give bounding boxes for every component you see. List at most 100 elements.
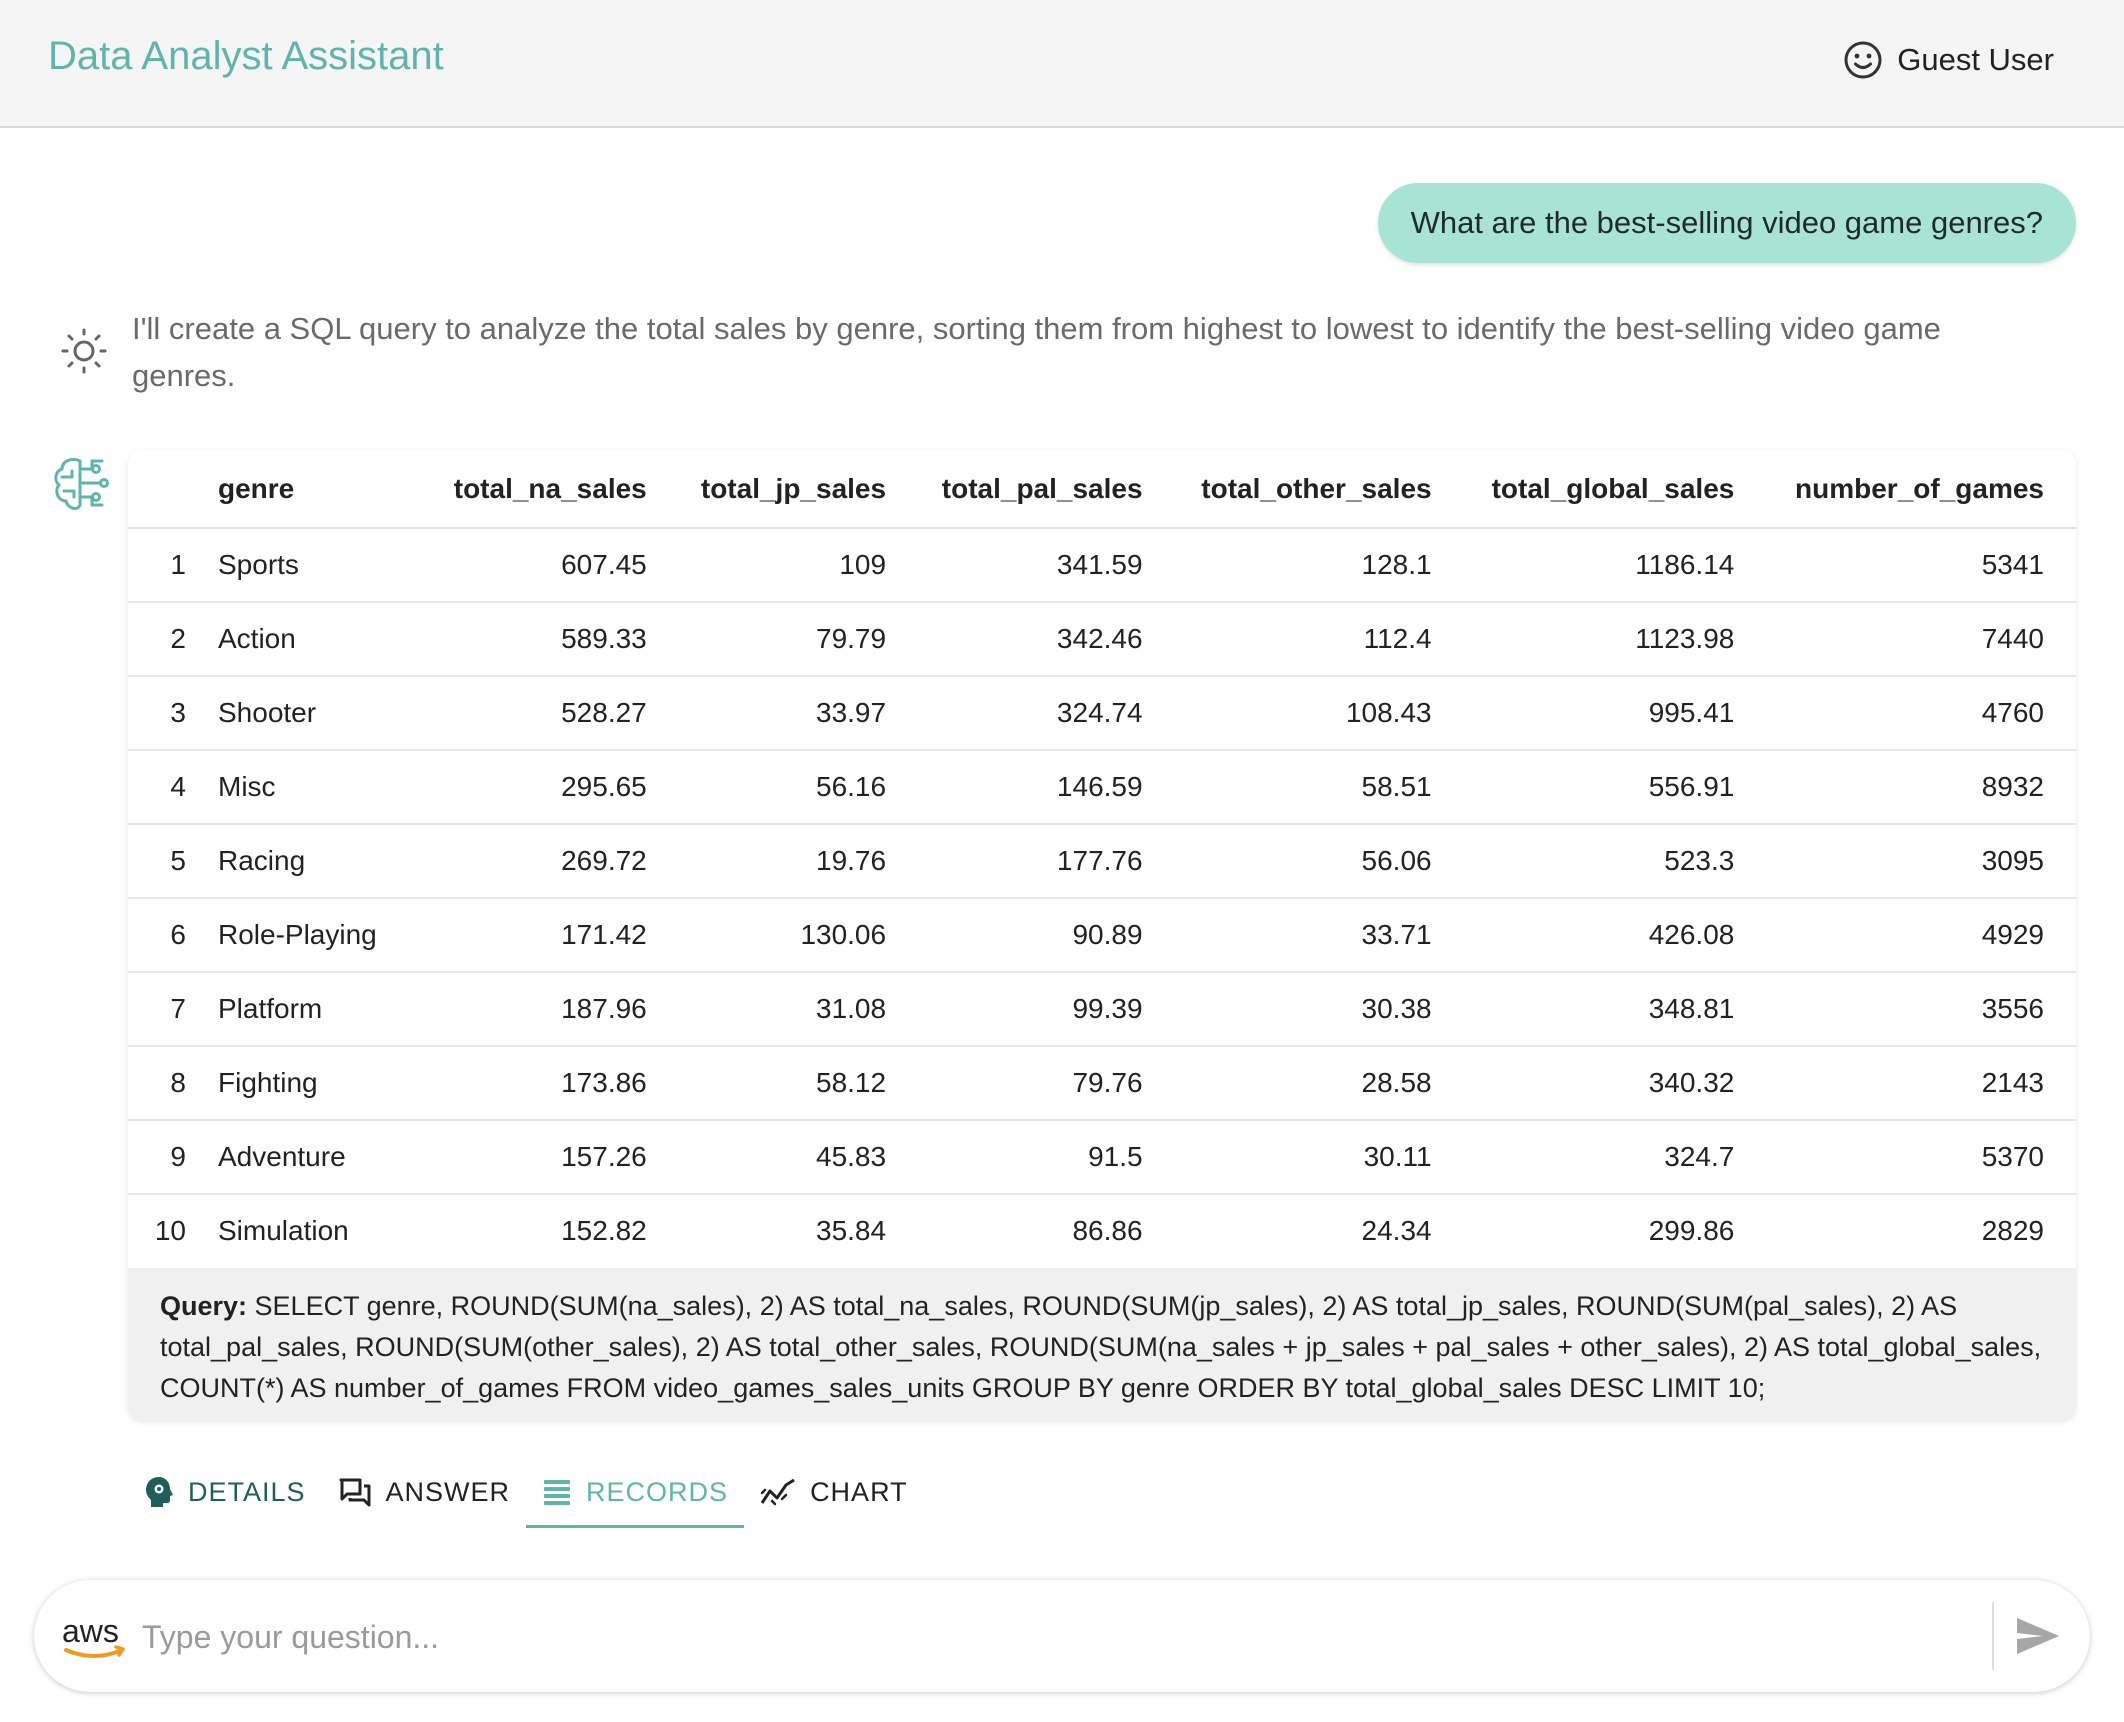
cell-number-of-games: 7440	[1766, 602, 2076, 677]
records-card: genre total_na_sales total_jp_sales tota…	[128, 450, 2076, 1420]
row-index: 3	[128, 676, 192, 751]
cell-total-other-sales: 24.34	[1361, 1215, 1432, 1246]
row-index: 8	[128, 1046, 192, 1121]
send-icon	[2017, 1618, 2059, 1654]
tab-records[interactable]: RECORDS	[526, 1460, 745, 1528]
question-input[interactable]	[140, 1606, 2004, 1668]
cell-genre: Fighting	[192, 1046, 431, 1121]
tab-chart[interactable]: CHART	[744, 1460, 924, 1524]
cell-genre: Sports	[192, 528, 431, 603]
cell-total-global-sales: 324.7	[1463, 1120, 1767, 1195]
column-header-total-jp-sales[interactable]: total_jp_sales	[678, 450, 919, 529]
cell-number-of-games: 4760	[1766, 676, 2076, 751]
cell-total-pal-sales: 91.5	[918, 1120, 1175, 1195]
cell-total-global-sales: 426.08	[1463, 898, 1767, 973]
send-button[interactable]	[2010, 1610, 2066, 1662]
app-title: Data Analyst Assistant	[48, 34, 444, 78]
tab-answer-label: ANSWER	[385, 1476, 511, 1507]
cell-total-global-sales: 995.41	[1463, 676, 1767, 751]
cell-total-na-sales: 295.65	[430, 750, 679, 825]
line-chart-icon	[760, 1478, 795, 1506]
column-header-total-pal-sales[interactable]: total_pal_sales	[918, 450, 1175, 529]
cell-total-jp-sales: 58.12	[678, 1046, 919, 1121]
row-index: 1	[128, 528, 192, 603]
row-index: 4	[128, 750, 192, 825]
tab-records-label: RECORDS	[586, 1476, 729, 1507]
cell-total-pal-sales: 99.39	[918, 972, 1175, 1047]
cell-total-jp-sales: 130.06	[678, 898, 919, 973]
table-row: 2 Action 589.33 79.79 342.46 112.4 1123.…	[128, 602, 2076, 677]
user-name: Guest User	[1897, 42, 2054, 77]
table-row: 8 Fighting 173.86 58.12 79.76 28.58 340.…	[128, 1046, 2076, 1121]
column-header-total-na-sales[interactable]: total_na_sales	[430, 450, 679, 529]
cell-total-na-sales: 157.26	[430, 1120, 679, 1195]
input-divider	[1992, 1602, 1994, 1670]
column-header-total-global-sales[interactable]: total_global_sales	[1463, 450, 1767, 529]
tab-details[interactable]: DETAILS	[128, 1460, 322, 1524]
row-index: 5	[128, 824, 192, 899]
cell-number-of-games: 8932	[1766, 750, 2076, 825]
row-index: 6	[128, 898, 192, 973]
cell-total-na-sales: 269.72	[430, 824, 679, 899]
cell-total-na-sales: 528.27	[430, 676, 679, 751]
table-row: 5 Racing 269.72 19.76 177.76 56.06 523.3…	[128, 824, 2076, 899]
column-header-genre[interactable]: genre	[192, 450, 431, 529]
records-table: genre total_na_sales total_jp_sales tota…	[128, 450, 2076, 1267]
tab-answer[interactable]: ANSWER	[322, 1460, 527, 1524]
cell-total-global-sales: 1123.98	[1463, 602, 1767, 677]
cell-genre: Misc	[192, 750, 431, 825]
cell-total-global-sales: 1186.14	[1463, 528, 1767, 603]
cell-number-of-games: 2829	[1981, 1215, 2044, 1246]
cell-total-pal-sales: 86.86	[1072, 1215, 1143, 1246]
cell-total-other-sales: 112.4	[1174, 602, 1464, 677]
sun-icon	[61, 328, 107, 374]
cell-total-other-sales: 58.51	[1174, 750, 1464, 825]
chat-bubbles-icon	[339, 1478, 371, 1507]
table-row: 10 Simulation 152.82 35.84 86.86 24.34 2…	[128, 1194, 2076, 1267]
cell-total-pal-sales: 341.59	[918, 528, 1175, 603]
table-row: 1 Sports 607.45 109 341.59 128.1 1186.14…	[128, 528, 2076, 603]
cell-total-jp-sales: 19.76	[678, 824, 919, 899]
query-text: SELECT genre, ROUND(SUM(na_sales), 2) AS…	[160, 1291, 2042, 1403]
cell-total-other-sales: 56.06	[1174, 824, 1464, 899]
aws-logo-text: aws	[62, 1614, 119, 1649]
aws-logo: aws	[62, 1614, 125, 1658]
cell-total-na-sales: 187.96	[430, 972, 679, 1047]
app-header: Data Analyst Assistant Guest User	[0, 0, 2124, 128]
row-index: 7	[128, 972, 192, 1047]
cell-total-global-sales: 340.32	[1463, 1046, 1767, 1121]
smiley-icon	[1844, 41, 1882, 79]
table-row: 7 Platform 187.96 31.08 99.39 30.38 348.…	[128, 972, 2076, 1047]
cell-total-pal-sales: 177.76	[918, 824, 1175, 899]
column-header-total-other-sales[interactable]: total_other_sales	[1174, 450, 1464, 529]
cell-total-jp-sales: 45.83	[678, 1120, 919, 1195]
cell-total-other-sales: 28.58	[1174, 1046, 1464, 1121]
cell-total-global-sales: 299.86	[1648, 1215, 1735, 1246]
query-label: Query:	[160, 1291, 248, 1321]
result-tabs: DETAILS ANSWER RECORDS CHART	[128, 1460, 924, 1528]
cell-total-jp-sales: 79.79	[678, 602, 919, 677]
cell-total-pal-sales: 342.46	[918, 602, 1175, 677]
cell-total-other-sales: 108.43	[1174, 676, 1464, 751]
cell-number-of-games: 3556	[1766, 972, 2076, 1047]
cell-genre: Action	[192, 602, 431, 677]
cell-total-other-sales: 33.71	[1174, 898, 1464, 973]
table-row: 4 Misc 295.65 56.16 146.59 58.51 556.91 …	[128, 750, 2076, 825]
column-header-number-of-games[interactable]: number_of_games	[1766, 450, 2076, 529]
cell-total-na-sales: 152.82	[561, 1215, 647, 1246]
cell-total-na-sales: 589.33	[430, 602, 679, 677]
cell-total-na-sales: 173.86	[430, 1046, 679, 1121]
user-menu[interactable]: Guest User	[1843, 40, 2054, 80]
column-header-index	[128, 450, 192, 529]
table-row: 3 Shooter 528.27 33.97 324.74 108.43 995…	[128, 676, 2076, 751]
cell-genre: Racing	[192, 824, 431, 899]
table-header-row: genre total_na_sales total_jp_sales tota…	[128, 450, 2076, 529]
cell-total-other-sales: 30.38	[1174, 972, 1464, 1047]
table-row: 9 Adventure 157.26 45.83 91.5 30.11 324.…	[128, 1120, 2076, 1195]
table-row: 6 Role-Playing 171.42 130.06 90.89 33.71…	[128, 898, 2076, 973]
cell-number-of-games: 4929	[1766, 898, 2076, 973]
cell-total-pal-sales: 90.89	[918, 898, 1175, 973]
cell-total-jp-sales: 33.97	[678, 676, 919, 751]
cell-genre: Shooter	[192, 676, 431, 751]
cell-total-pal-sales: 324.74	[918, 676, 1175, 751]
